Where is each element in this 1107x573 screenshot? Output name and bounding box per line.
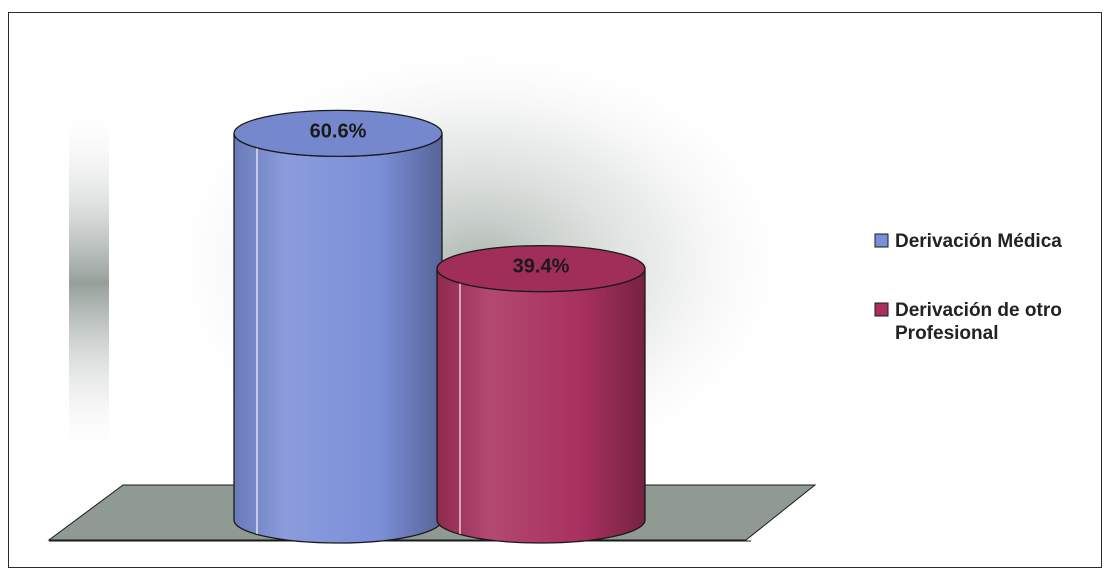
legend: Derivación Médica Derivación de otroProfe… xyxy=(874,231,1062,344)
legend-item-1: Derivación Médica xyxy=(874,231,1062,252)
bar-1-body xyxy=(233,133,443,544)
bar-1: 60.6% xyxy=(233,109,443,544)
legend-swatch-2 xyxy=(874,302,889,317)
legend-swatch-1 xyxy=(874,233,889,248)
left-wall-shadow xyxy=(69,103,109,463)
chart-frame: 60.6% 39.4% Derivación Médica Derivación d… xyxy=(8,12,1102,568)
chart-plot: 60.6% 39.4% Derivación Médica Derivación d… xyxy=(47,33,1062,544)
bar-2-body xyxy=(436,268,646,544)
bars-layer: 60.6% 39.4% xyxy=(233,109,646,544)
data-label-1: 60.6% xyxy=(310,120,367,142)
bar-1-top xyxy=(233,109,443,158)
legend-label-2-line-2: Profesional xyxy=(895,323,998,344)
bar-2-top xyxy=(436,244,646,293)
data-label-2: 39.4% xyxy=(513,256,570,278)
legend-label-1-line-1: Derivación Médica xyxy=(895,231,1062,252)
legend-label-2-line-1: Derivación de otro xyxy=(895,300,1062,321)
bar-2: 39.4% xyxy=(436,244,646,544)
